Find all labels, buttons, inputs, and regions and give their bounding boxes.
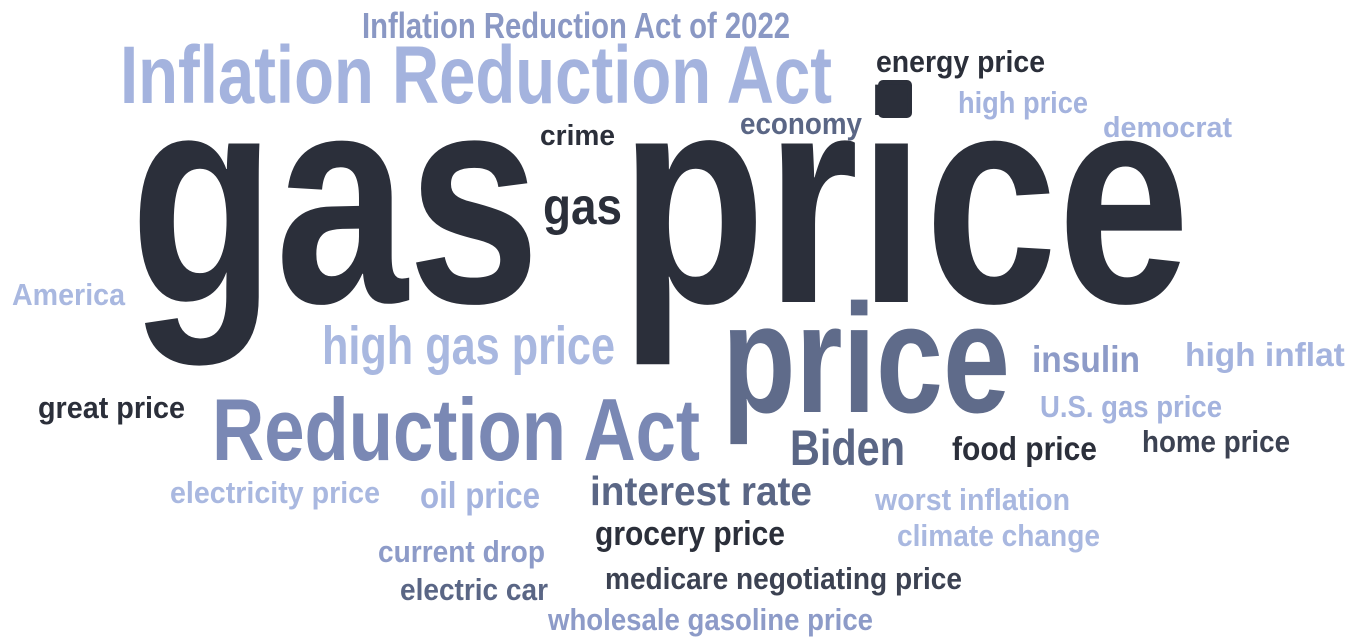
word: high inflation xyxy=(1185,336,1345,373)
word: electric car xyxy=(400,572,548,607)
word: high gas price xyxy=(322,316,615,376)
word: climate change xyxy=(897,518,1100,553)
word: great price xyxy=(38,390,185,425)
word: oil price xyxy=(420,475,540,516)
square-glyph xyxy=(878,80,912,118)
word: Reduction Act xyxy=(212,380,700,479)
word: electricity price xyxy=(170,475,380,510)
word: price xyxy=(620,30,1190,368)
word: home price xyxy=(1142,424,1290,459)
word: high price xyxy=(958,85,1088,120)
word: gas xyxy=(130,30,540,368)
word: interest rate xyxy=(590,468,812,514)
word: price xyxy=(722,272,1010,445)
word: current drop xyxy=(378,534,545,569)
word: democrat xyxy=(1103,112,1232,144)
word: energy price xyxy=(876,44,1045,79)
word: food price xyxy=(952,430,1097,467)
word: medicare negotiating price xyxy=(605,561,962,596)
word: worst inflation xyxy=(874,482,1070,517)
word: U.S. gas price xyxy=(1040,389,1222,424)
word: crime xyxy=(540,120,615,152)
word: insulin xyxy=(1032,339,1140,380)
word: Inflation Reduction Act of 2022 xyxy=(362,5,790,46)
word: Biden xyxy=(790,420,905,476)
word: America xyxy=(12,277,126,312)
word: grocery price xyxy=(595,515,785,553)
word: wholesale gasoline price xyxy=(547,602,873,637)
word: gas xyxy=(543,178,622,236)
word: Inflation Reduction Act xyxy=(120,30,832,121)
word: economy xyxy=(740,106,863,141)
